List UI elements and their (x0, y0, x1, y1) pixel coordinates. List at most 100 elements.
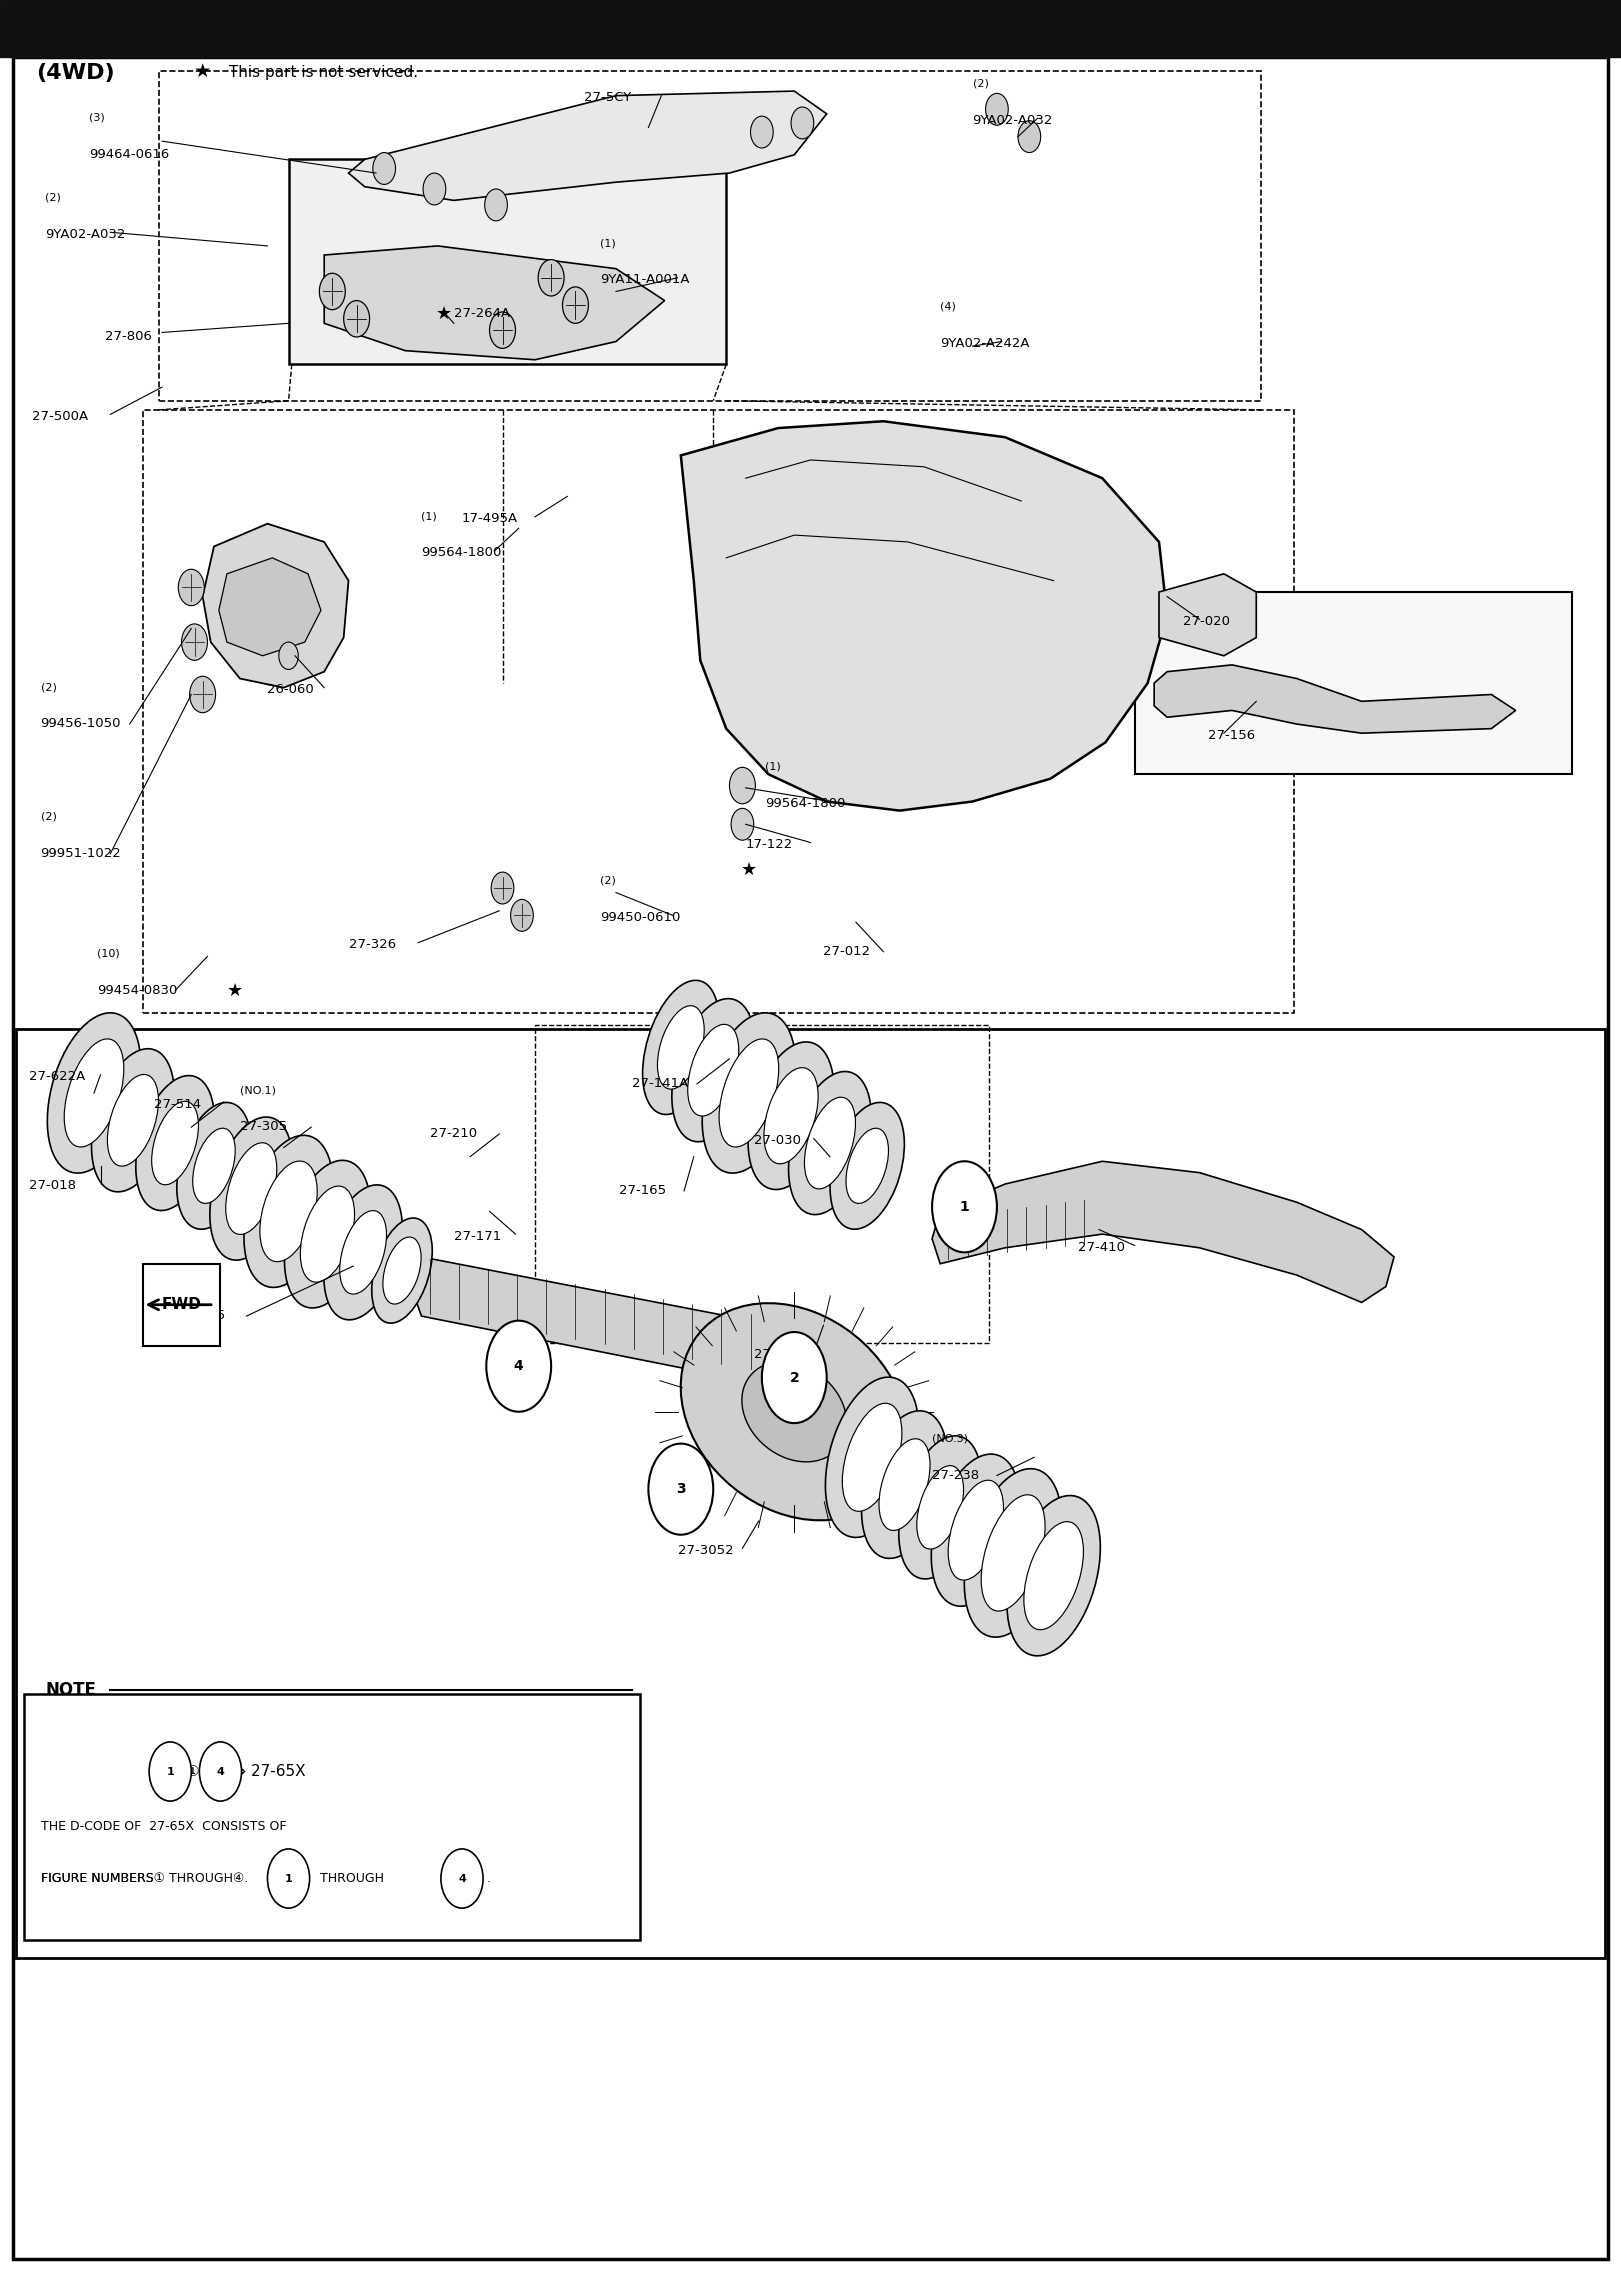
Text: 27-305: 27-305 (240, 1120, 287, 1134)
Text: 27-264A: 27-264A (454, 307, 511, 321)
Ellipse shape (687, 1025, 739, 1116)
Text: 27-326: 27-326 (349, 938, 396, 952)
Text: 99564-1800: 99564-1800 (765, 797, 846, 811)
Text: 99456-1050: 99456-1050 (41, 717, 122, 731)
Ellipse shape (843, 1403, 901, 1512)
Circle shape (279, 642, 298, 669)
Text: .: . (483, 1872, 491, 1885)
Circle shape (932, 1161, 997, 1252)
Text: 9YA02-A032: 9YA02-A032 (973, 114, 1054, 128)
Text: (4): (4) (940, 303, 956, 312)
Text: (10): (10) (97, 950, 120, 959)
Polygon shape (1159, 574, 1256, 656)
Circle shape (751, 116, 773, 148)
Text: (1): (1) (421, 512, 438, 521)
Text: 99464-0616: 99464-0616 (89, 148, 170, 162)
Ellipse shape (259, 1161, 318, 1261)
Text: 27-171: 27-171 (454, 1230, 501, 1243)
Circle shape (538, 260, 564, 296)
Ellipse shape (65, 1038, 123, 1148)
Text: (NO.1): (NO.1) (240, 1086, 276, 1095)
Text: 27-030: 27-030 (754, 1134, 801, 1148)
Text: 4: 4 (459, 1874, 465, 1883)
Ellipse shape (747, 1043, 835, 1189)
Text: 27-3052: 27-3052 (678, 1544, 733, 1557)
Ellipse shape (898, 1437, 982, 1578)
Ellipse shape (300, 1186, 355, 1282)
Ellipse shape (136, 1075, 214, 1211)
Ellipse shape (879, 1439, 930, 1530)
Ellipse shape (91, 1050, 175, 1191)
Text: 99564-1800: 99564-1800 (421, 546, 503, 560)
Text: 26-060: 26-060 (267, 683, 314, 697)
Bar (143, 410, 1294, 1013)
Ellipse shape (383, 1236, 421, 1305)
Circle shape (1018, 121, 1041, 153)
Text: 3: 3 (676, 1482, 686, 1496)
Bar (16, 1029, 1605, 1958)
Ellipse shape (742, 1362, 846, 1462)
Ellipse shape (47, 1013, 141, 1173)
Circle shape (562, 287, 588, 323)
Ellipse shape (702, 1013, 796, 1173)
Text: (2): (2) (45, 194, 62, 203)
Text: NOTE: NOTE (45, 1680, 96, 1699)
Bar (159, 71, 1261, 401)
Ellipse shape (720, 1038, 778, 1148)
Bar (24, 1694, 640, 1940)
Text: 99450-0610: 99450-0610 (600, 911, 681, 924)
FancyBboxPatch shape (143, 1264, 220, 1346)
Polygon shape (203, 524, 349, 688)
Polygon shape (219, 558, 321, 656)
Ellipse shape (107, 1075, 159, 1166)
Circle shape (648, 1444, 713, 1535)
Text: 27-5CY: 27-5CY (584, 91, 631, 105)
Circle shape (731, 808, 754, 840)
Bar (535, 1025, 989, 1343)
Text: 1: 1 (285, 1874, 292, 1883)
Text: (4WD): (4WD) (36, 64, 115, 82)
Circle shape (729, 767, 755, 804)
Ellipse shape (917, 1466, 963, 1548)
Ellipse shape (788, 1072, 872, 1214)
Polygon shape (932, 1161, 1394, 1302)
Text: ★: ★ (227, 981, 243, 1000)
Text: 27-500A: 27-500A (32, 410, 89, 424)
Text: 9YA11-A001A: 9YA11-A001A (600, 273, 689, 287)
Ellipse shape (948, 1480, 1003, 1580)
Ellipse shape (830, 1102, 905, 1230)
Text: 27-806: 27-806 (105, 330, 152, 344)
Text: FWD: FWD (162, 1298, 201, 1312)
Circle shape (423, 173, 446, 205)
Text: 27-165: 27-165 (619, 1184, 666, 1198)
Text: 27-012: 27-012 (823, 945, 870, 959)
Circle shape (791, 107, 814, 139)
Circle shape (491, 872, 514, 904)
Text: (NO.3): (NO.3) (932, 1435, 968, 1444)
Ellipse shape (152, 1102, 198, 1184)
Circle shape (762, 1332, 827, 1423)
Ellipse shape (846, 1127, 888, 1205)
Ellipse shape (763, 1068, 819, 1164)
Polygon shape (1154, 665, 1516, 733)
Circle shape (267, 1849, 310, 1908)
Ellipse shape (209, 1118, 293, 1259)
Circle shape (319, 273, 345, 310)
Polygon shape (324, 246, 665, 360)
Text: 27-332: 27-332 (754, 1348, 801, 1362)
Ellipse shape (671, 1000, 755, 1141)
Text: (1): (1) (765, 763, 781, 772)
Text: 27-410: 27-410 (1078, 1241, 1125, 1255)
Circle shape (190, 676, 216, 713)
Ellipse shape (284, 1161, 371, 1307)
Ellipse shape (981, 1494, 1046, 1612)
Text: (2): (2) (973, 80, 989, 89)
Text: 27-210: 27-210 (430, 1127, 477, 1141)
Text: 1: 1 (960, 1200, 969, 1214)
Text: 27-622A: 27-622A (29, 1070, 86, 1084)
Ellipse shape (245, 1136, 332, 1287)
Circle shape (373, 153, 396, 184)
Ellipse shape (193, 1127, 235, 1205)
Text: 27-355: 27-355 (178, 1309, 225, 1323)
Text: 27-514: 27-514 (154, 1098, 201, 1111)
